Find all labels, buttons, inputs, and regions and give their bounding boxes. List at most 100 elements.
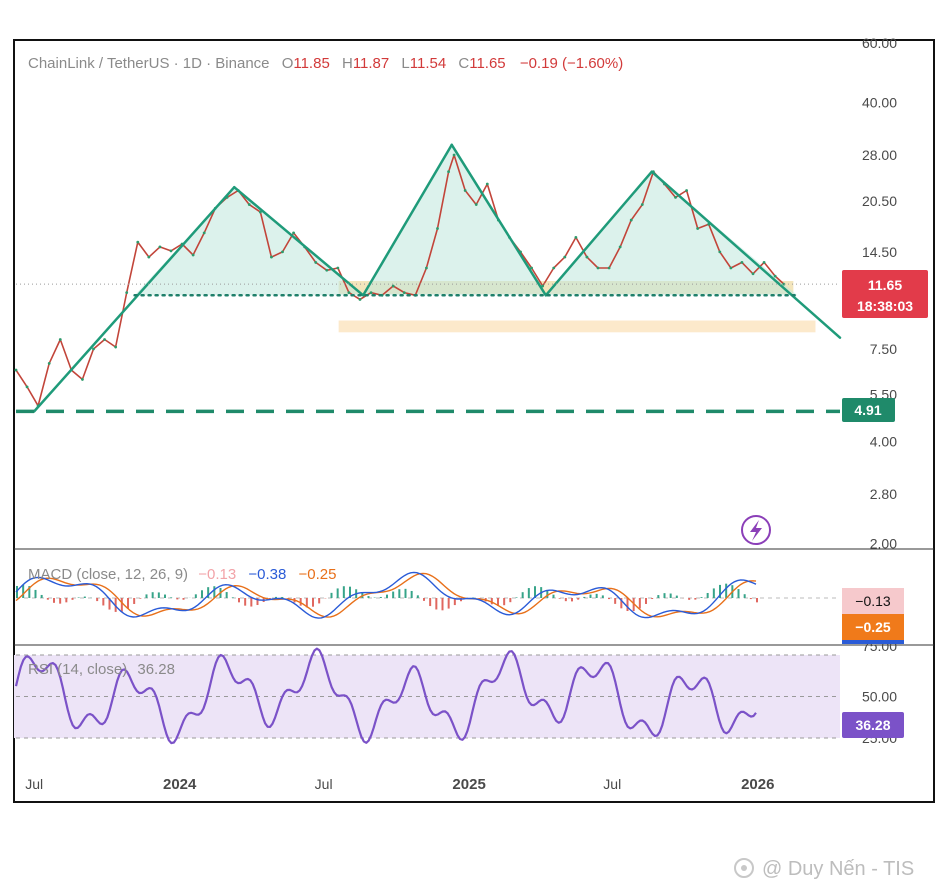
macd-signal-badge-text: −0.25	[855, 619, 891, 635]
macd-histogram-bar	[675, 595, 678, 598]
macd-histogram-bar	[318, 598, 321, 604]
price-tick-label: 28.00	[862, 147, 897, 163]
time-tick-label: 2024	[163, 776, 197, 793]
macd-line-value: −0.38	[248, 566, 286, 583]
price-point	[81, 378, 84, 381]
macd-line	[15, 571, 757, 619]
macd-histogram-bar	[207, 587, 210, 598]
rsi-line	[14, 647, 757, 745]
macd-histogram-bar	[435, 598, 438, 610]
price-point	[292, 231, 295, 235]
macd-histogram-bar	[367, 596, 370, 598]
price-tick-label: 7.50	[870, 341, 897, 357]
macd-histogram-bar	[614, 598, 617, 604]
macd-histogram-bar	[28, 586, 31, 598]
lightning-icon[interactable]	[741, 515, 771, 545]
macd-histogram-bar	[534, 586, 536, 598]
macd-histogram-bar	[620, 598, 623, 609]
macd-histogram-bar	[139, 598, 142, 599]
macd-histogram-bar	[77, 597, 80, 598]
change-value: −0.19 (−1.60%)	[520, 55, 623, 72]
close-label: C	[458, 55, 469, 72]
price-point	[574, 236, 578, 239]
support-badge	[842, 398, 895, 422]
macd-histogram-bar	[398, 589, 401, 598]
price-point	[369, 291, 373, 294]
price-point	[485, 182, 489, 186]
rsi-legend-value: 36.28	[137, 661, 175, 678]
price-point	[114, 345, 118, 349]
low-label: L	[401, 55, 409, 72]
chart-title: ChainLink / TetherUS · 1D · Binance	[28, 55, 270, 72]
macd-histogram-bar	[379, 596, 382, 598]
macd-histogram-bar	[527, 588, 530, 598]
time-tick-label: Jul	[25, 776, 43, 792]
levels	[16, 283, 840, 414]
price-zone	[338, 320, 816, 333]
macd-histogram-value: −0.13	[198, 566, 236, 583]
macd-histogram-bar	[416, 595, 419, 598]
price-point	[14, 368, 18, 372]
macd-histogram-bar	[503, 598, 506, 606]
macd-histogram-bar	[336, 588, 339, 598]
price-point	[618, 245, 622, 249]
price-point	[258, 210, 262, 214]
high-label: H	[342, 55, 353, 72]
pattern-fill-area	[545, 171, 798, 296]
bar-countdown: 18:38:03	[857, 298, 913, 314]
macd-histogram-bar	[669, 593, 672, 598]
rsi-badge-value: 36.28	[855, 717, 890, 733]
price-point	[596, 266, 600, 270]
last-price-value: 11.65	[868, 277, 902, 293]
price-point	[685, 189, 688, 192]
high-value: 11.87	[353, 55, 389, 72]
macd-histogram-bar	[700, 597, 703, 598]
price-point	[191, 253, 195, 257]
svg-text:ChainLink / TetherUS · 1D · Bi: ChainLink / TetherUS · 1D · Binance O11.…	[28, 55, 623, 72]
macd-histogram-bar	[737, 589, 740, 598]
price-tick-label: 20.50	[862, 193, 897, 209]
macd-histogram-bar	[299, 598, 302, 606]
macd-histogram-bar	[342, 586, 345, 598]
macd-histogram-bar	[694, 598, 697, 600]
macd-histogram-bar	[275, 596, 277, 598]
macd-histogram-bar	[46, 598, 49, 600]
price-point	[740, 261, 744, 264]
macd-histogram-bar	[632, 598, 635, 612]
price-point	[629, 218, 633, 222]
svg-text:MACD (close, 12, 26, 9) −0: MACD (close, 12, 26, 9) −0.13 −0.38 −0.2…	[28, 566, 336, 583]
macd-histogram-bar	[490, 598, 493, 605]
price-point	[474, 203, 478, 206]
price-point	[729, 266, 733, 270]
macd-histogram-bar	[244, 598, 247, 606]
price-point	[336, 266, 340, 270]
tradingview-logo-icon	[734, 858, 754, 878]
watermark-text: @ Duy Nến - TIS	[762, 858, 914, 880]
macd-histogram-bar	[256, 598, 259, 606]
pattern-trend-line	[361, 143, 453, 297]
time-axis: Jul 2024 Jul 2025 Jul 2026	[25, 776, 774, 793]
macd-histogram-bar	[34, 589, 37, 598]
macd-histogram-bar	[281, 596, 284, 598]
macd-histogram-bar	[725, 583, 728, 598]
price-point	[347, 291, 351, 294]
price-point	[552, 266, 556, 270]
macd-histogram-bar	[441, 598, 444, 611]
macd-histogram-bar	[749, 598, 752, 600]
macd-histogram-bar	[552, 594, 555, 598]
macd-histogram-bar	[120, 598, 123, 612]
low-value: 11.54	[410, 55, 446, 72]
price-point	[436, 227, 439, 230]
price-point	[782, 282, 786, 286]
macd-histogram-bar	[22, 584, 25, 598]
price-tick-label: 40.00	[862, 94, 897, 110]
macd-histogram-bar	[719, 584, 721, 598]
macd-histogram-bar	[71, 598, 74, 600]
rsi-badge	[842, 712, 904, 738]
price-point	[270, 255, 273, 259]
price-axis: 60.0040.0028.0020.5014.507.505.504.002.8…	[862, 35, 897, 552]
price-point	[447, 170, 450, 174]
macd-histogram-bar	[127, 598, 129, 609]
price-point	[169, 249, 173, 253]
macd-histogram-bar	[170, 597, 173, 598]
